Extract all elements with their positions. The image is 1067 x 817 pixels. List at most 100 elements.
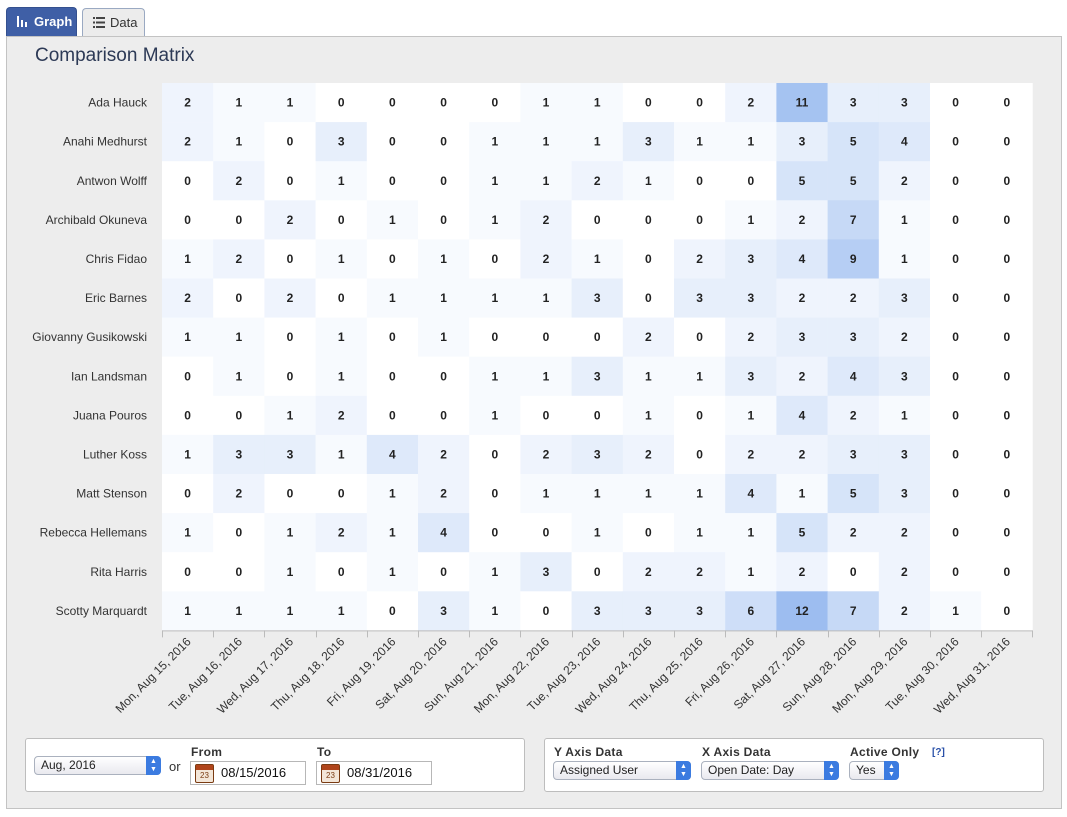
active-only-select[interactable]: Yes ▲ ▼ [849,761,899,780]
heatmap-cell [827,434,880,475]
heatmap-cell [622,591,675,631]
cell-value: 4 [799,408,806,422]
heatmap-cell [315,278,368,318]
calendar-icon[interactable]: 23 [195,764,214,783]
cell-value: 0 [645,213,652,227]
cell-value: 1 [184,526,191,540]
heatmap-cell [213,513,265,553]
heatmap-cell [725,278,777,318]
select-arrows-icon: ▲ ▼ [824,761,839,780]
heatmap-cell [725,552,777,592]
cell-value: 3 [747,291,754,305]
cell-value: 1 [440,291,447,305]
cell-value: 1 [645,408,652,422]
heatmap-cell [827,278,880,318]
tab-graph[interactable]: Graph [6,7,77,37]
heatmap-cell [520,200,572,240]
heatmap-cell [878,591,931,631]
x-axis-select[interactable]: Open Date: Day ▲ ▼ [701,761,839,780]
cell-value: 0 [1003,604,1010,618]
cell-value: 3 [799,135,806,149]
cell-value: 2 [594,174,601,188]
y-tick-label: Luther Koss [83,447,147,461]
heatmap-cell [878,317,931,357]
y-tick-label: Rita Harris [90,565,147,579]
cell-value: 2 [645,565,652,579]
heatmap-cell [674,200,726,240]
heatmap-cell [366,552,419,592]
heatmap-cell [469,200,521,240]
cell-value: 0 [594,565,601,579]
heatmap-cell [981,317,1033,357]
heatmap-cell [418,239,470,279]
cell-value: 0 [543,330,550,344]
cell-value: 2 [696,252,703,266]
cell-value: 0 [491,487,498,501]
cell-value: 1 [389,487,396,501]
heatmap-cell [469,83,521,123]
heatmap-cell [827,395,880,436]
cell-value: 1 [389,565,396,579]
heatmap-cell [827,200,880,240]
from-date-input[interactable]: 23 08/15/2016 [190,761,306,785]
heatmap-cell [571,434,624,475]
heatmap-cell [264,83,316,123]
cell-value: 2 [440,447,447,461]
cell-value: 0 [696,96,703,110]
heatmap-cell [520,122,572,162]
active-only-help-link[interactable]: [?] [932,747,945,758]
heatmap-cell [674,239,726,279]
cell-value: 0 [1003,526,1010,540]
heatmap-cell [776,83,828,123]
cell-value: 0 [594,213,601,227]
cell-value: 0 [1003,408,1010,422]
heatmap-cell [264,161,316,201]
heatmap-cell [315,83,368,123]
cell-value: 1 [543,135,550,149]
date-range-controls: Aug, 2016 ▲ ▼ or From 23 08/15/2016 To 23… [25,738,525,792]
cell-value: 1 [389,213,396,227]
to-date-value: 08/31/2016 [347,765,413,780]
cell-value: 2 [901,526,908,540]
y-tick-label: Ada Hauck [88,96,148,110]
heatmap-cell [981,356,1033,397]
cell-value: 2 [799,213,806,227]
cell-value: 0 [184,408,191,422]
cell-value: 0 [184,565,191,579]
heatmap-cell [162,317,214,357]
cell-value: 4 [850,369,857,383]
heatmap-cell [264,200,316,240]
y-axis-select[interactable]: Assigned User ▲ ▼ [553,761,691,780]
cell-value: 2 [747,96,754,110]
cell-value: 1 [543,291,550,305]
heatmap-cell [981,200,1033,240]
calendar-icon[interactable]: 23 [321,764,340,783]
heatmap-cell [520,278,572,318]
heatmap-cell [315,474,368,514]
cell-value: 1 [901,408,908,422]
heatmap-cell [418,395,470,436]
period-select[interactable]: Aug, 2016 ▲ ▼ [34,756,161,775]
heatmap-cell [622,83,675,123]
to-date-input[interactable]: 23 08/31/2016 [316,761,432,785]
heatmap-cell [162,552,214,592]
cell-value: 2 [645,447,652,461]
cell-value: 0 [952,135,959,149]
cell-value: 2 [235,487,242,501]
heatmap-cell [930,317,982,357]
cell-value: 2 [235,174,242,188]
tab-data[interactable]: Data [82,8,145,37]
tab-data-label: Data [110,15,138,30]
heatmap-cell [213,239,265,279]
cell-value: 1 [696,487,703,501]
heatmap-cell [162,513,214,553]
cell-value: 0 [440,369,447,383]
select-arrows-icon: ▲ ▼ [676,761,691,780]
heatmap-cell [418,317,470,357]
cell-value: 1 [696,526,703,540]
heatmap-cell [981,474,1033,514]
cell-value: 0 [491,526,498,540]
heatmap-cell [725,122,777,162]
cell-value: 11 [796,96,809,110]
heatmap-cell [878,278,931,318]
